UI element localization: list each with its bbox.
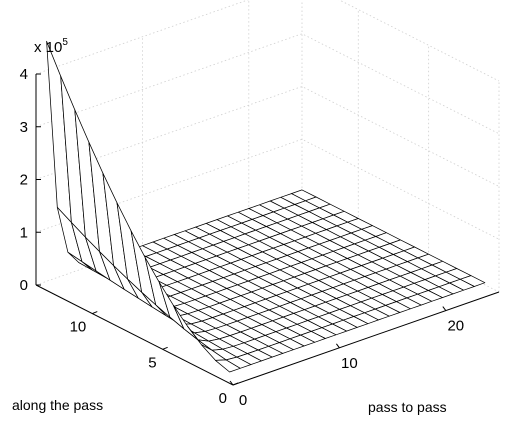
x-tick-label: 0 (239, 392, 247, 409)
z-tick-label: 3 (20, 119, 28, 136)
z-tick-label: 4 (20, 66, 28, 83)
y-tick-mark (92, 311, 98, 315)
x-axis-line (232, 291, 500, 386)
z-tick-label: 1 (20, 224, 28, 241)
surface-mesh (46, 40, 486, 373)
box-edge (35, 0, 249, 75)
axis-labels: pass to pass along the pass x 105 (12, 37, 447, 415)
x-tick-label: 10 (341, 355, 358, 372)
x-tick-mark (335, 343, 340, 349)
x-tick-label: 20 (447, 318, 464, 335)
y-tick-label: 5 (148, 354, 156, 371)
z-tick-label: 2 (20, 172, 28, 189)
y-tick-label: 10 (70, 319, 87, 336)
x-tick-mark (442, 306, 447, 311)
surface-patch (215, 359, 241, 373)
z-scale-label: x 105 (34, 37, 68, 56)
y-axis-label: along the pass (12, 397, 103, 413)
x-tick-mark (229, 380, 234, 386)
y-axis-line (35, 284, 234, 386)
y-tick-mark (162, 346, 168, 350)
z-tick-label: 0 (20, 277, 28, 294)
z-gridline (35, 138, 500, 240)
axes: 0 1 2 3 4 0 5 10 0 10 20 (20, 66, 500, 409)
z-gridline (35, 86, 500, 187)
z-scale-exponent: 5 (62, 37, 68, 48)
z-gridline (35, 33, 500, 135)
y-tick-mark (232, 382, 239, 386)
y-tick-label: 0 (219, 390, 227, 407)
box-edge (338, 0, 500, 82)
x-axis-label: pass to pass (368, 399, 447, 415)
